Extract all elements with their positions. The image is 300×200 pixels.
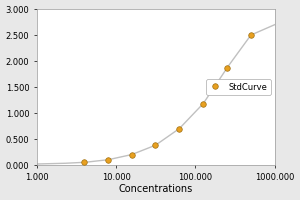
StdCurve [249,34,253,36]
StdCurve [82,161,86,164]
StdCurve [201,102,205,105]
StdCurve [225,67,229,69]
StdCurve [178,127,181,130]
StdCurve [130,153,134,156]
StdCurve [154,144,157,146]
StdCurve [106,159,110,161]
Line: StdCurve: StdCurve [81,32,254,165]
X-axis label: Concentrations: Concentrations [119,184,193,194]
Legend: StdCurve: StdCurve [206,79,271,95]
